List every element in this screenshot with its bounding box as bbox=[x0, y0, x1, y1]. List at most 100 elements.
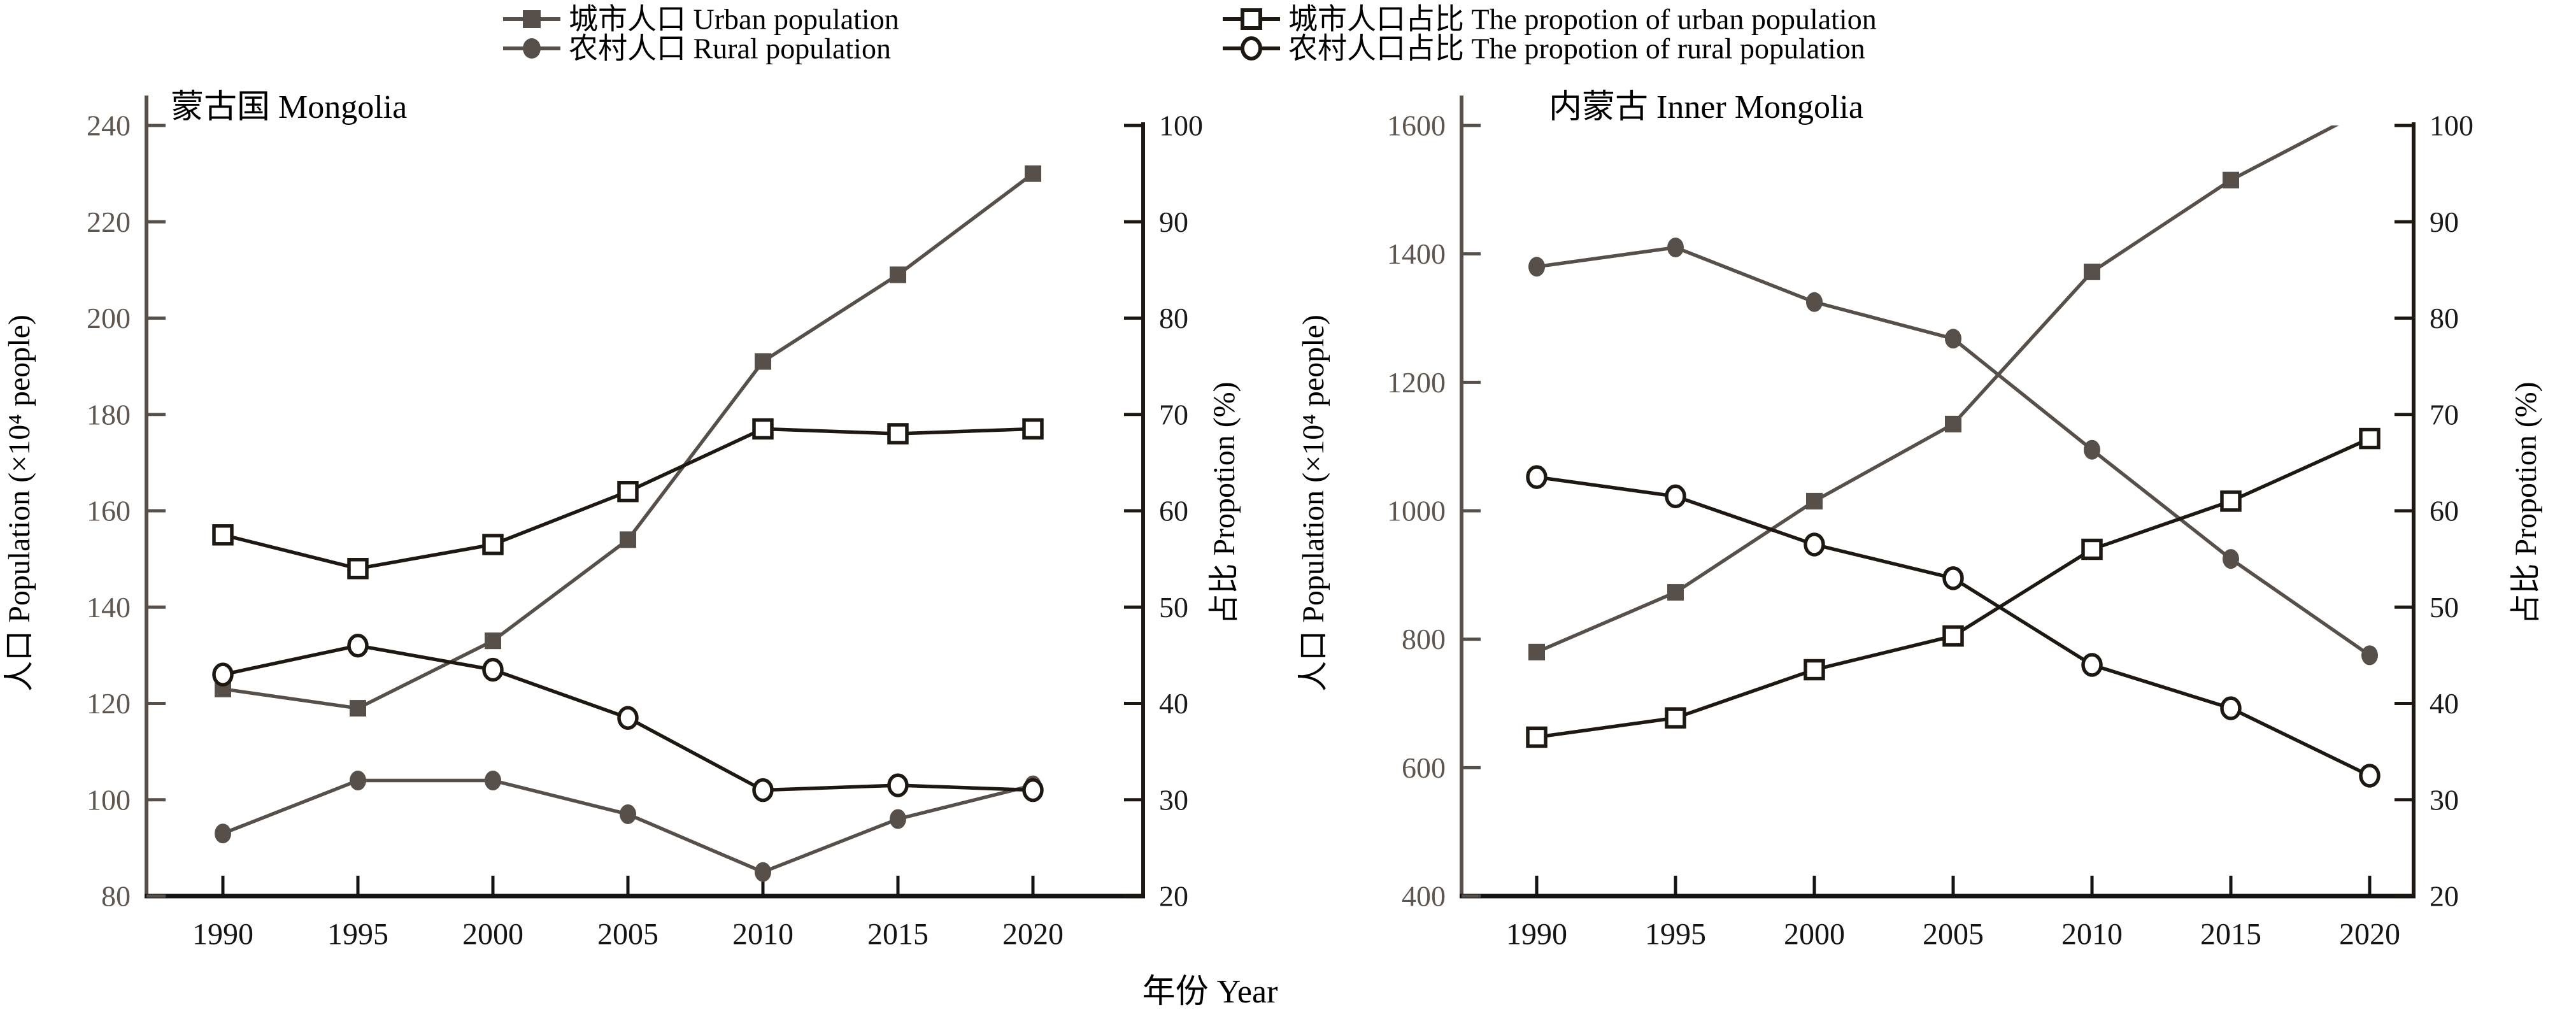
marker-open-circle-rural-pct bbox=[1665, 484, 1686, 509]
y-axis-title-population-left-chart: 人口 Population (×10⁴ people) bbox=[3, 315, 36, 692]
legend-open-circle-icon bbox=[1241, 36, 1262, 61]
legend: 城市人口 Urban population 农村人口 Rural populat… bbox=[503, 3, 1877, 65]
marker-open-circle-rural-pct bbox=[752, 778, 774, 802]
legend-open-square-icon bbox=[1241, 8, 1262, 30]
marker-open-square-urban-pct bbox=[1526, 726, 1548, 748]
marker-open-circle-rural-pct bbox=[347, 634, 369, 658]
legend-item-urban-proportion: 城市人口占比 The propotion of urban population bbox=[1223, 3, 1877, 36]
y-axis-left-tick-label: 1600 bbox=[1387, 110, 1446, 142]
marker-filled-square-urban-pop bbox=[1806, 492, 1823, 510]
marker-filled-circle-rural-pop bbox=[755, 862, 771, 882]
y-axis-left-tick-label: 1200 bbox=[1387, 366, 1446, 399]
x-axis-year-label: 2020 bbox=[1002, 918, 1064, 951]
marker-open-square-urban-pct bbox=[2359, 427, 2380, 450]
marker-filled-square-urban-pop bbox=[890, 266, 906, 283]
series-line-rural-pop bbox=[1536, 245, 2371, 657]
marker-filled-circle-rural-pop bbox=[350, 771, 366, 790]
marker-filled-circle-rural-pop bbox=[2084, 439, 2100, 460]
y-axis-right-tick-label: 50 bbox=[2430, 591, 2459, 624]
marker-open-square-urban-pct bbox=[482, 534, 504, 555]
marker-filled-circle-rural-pop bbox=[890, 809, 906, 829]
y-axis-left-tick-label: 1400 bbox=[1387, 238, 1446, 270]
marker-filled-circle-rural-pop bbox=[2361, 645, 2378, 666]
x-axis-year-label: 2000 bbox=[462, 918, 523, 951]
marker-open-circle-rural-pct bbox=[887, 773, 909, 797]
y-axis-right-tick-label: 20 bbox=[2430, 880, 2459, 913]
marker-filled-circle-rural-pop bbox=[1528, 257, 1545, 277]
marker-open-circle-rural-pct bbox=[1942, 566, 1964, 590]
marker-filled-circle-rural-pop bbox=[1945, 329, 1961, 349]
marker-filled-square-urban-pop bbox=[485, 632, 501, 650]
marker-filled-square-urban-pop bbox=[350, 700, 366, 717]
y-axis-left-tick-label: 600 bbox=[1402, 752, 1446, 784]
marker-filled-circle-rural-pop bbox=[620, 804, 636, 824]
marker-open-square-urban-pct bbox=[2081, 538, 2103, 560]
y-axis-right-tick-label: 80 bbox=[2430, 302, 2459, 334]
marker-filled-circle-rural-pop bbox=[215, 823, 231, 844]
x-axis-year-label: 1990 bbox=[1506, 918, 1567, 951]
marker-open-square-urban-pct bbox=[887, 423, 909, 445]
x-axis-year-label: 1995 bbox=[327, 918, 388, 951]
y-axis-right-tick-label: 40 bbox=[1159, 687, 1188, 720]
marker-open-square-urban-pct bbox=[212, 524, 234, 546]
marker-filled-circle-rural-pop bbox=[2223, 549, 2239, 569]
marker-open-circle-rural-pct bbox=[617, 706, 639, 730]
y-axis-title-proportion-right-chart: 占比 Propotion (%) bbox=[2509, 381, 2543, 624]
marker-filled-square-urban-pop bbox=[1945, 415, 1961, 432]
chart-inner-mongolia: 400 600 800 1000 1200 1400 1600 20 30 40 50 60 70 80 9… bbox=[1387, 96, 2473, 951]
y-axis-right-tick-label: 50 bbox=[1159, 591, 1188, 624]
x-axis-year-label: 1990 bbox=[192, 918, 253, 951]
y-axis-left-tick-label: 80 bbox=[101, 880, 131, 913]
y-axis-right-tick-label: 90 bbox=[1159, 206, 1188, 238]
y-axis-right-tick-label: 30 bbox=[1159, 783, 1188, 816]
x-axis-year-label: 1995 bbox=[1645, 918, 1706, 951]
y-axis-right-tick-label: 70 bbox=[2430, 398, 2459, 431]
y-axis-left-tick-label: 120 bbox=[87, 687, 131, 720]
y-axis-title-population-right-chart: 人口 Population (×10⁴ people) bbox=[1297, 315, 1330, 692]
marker-open-square-urban-pct bbox=[1665, 707, 1686, 729]
series-line-urban-pop bbox=[222, 172, 1034, 710]
x-axis-year-label: 2015 bbox=[2200, 918, 2261, 951]
y-axis-right-tick-label: 60 bbox=[1159, 495, 1188, 527]
marker-filled-square-urban-pop bbox=[2223, 171, 2239, 189]
y-axis-left-tick-label: 400 bbox=[1402, 880, 1446, 913]
x-axis-year-label: 2020 bbox=[2339, 918, 2400, 951]
marker-filled-square-urban-pop bbox=[1528, 643, 1545, 660]
marker-open-square-urban-pct bbox=[752, 418, 774, 440]
marker-open-square-urban-pct bbox=[1942, 625, 1964, 647]
series-group bbox=[1526, 125, 2380, 788]
x-axis-year-label: 2010 bbox=[732, 918, 793, 951]
marker-filled-square-urban-pop bbox=[1025, 165, 1041, 182]
y-axis-left-tick-label: 200 bbox=[87, 302, 131, 334]
y-axis-left-tick-label: 1000 bbox=[1387, 495, 1446, 527]
y-axis-left-tick-label: 100 bbox=[87, 783, 131, 816]
marker-open-circle-rural-pct bbox=[482, 657, 504, 682]
chart-title-mongolia: 蒙古国 Mongolia bbox=[171, 89, 407, 125]
marker-open-square-urban-pct bbox=[347, 558, 369, 580]
x-axis-year-label: 2015 bbox=[867, 918, 929, 951]
y-axis-right-tick-label: 70 bbox=[1159, 398, 1188, 431]
marker-filled-circle-rural-pop bbox=[485, 771, 501, 790]
y-axis-left-tick-label: 220 bbox=[87, 206, 131, 238]
marker-open-circle-rural-pct bbox=[1526, 465, 1548, 489]
legend-label-rural-pct: 农村人口占比 The propotion of rural population bbox=[1288, 32, 1865, 65]
marker-open-circle-rural-pct bbox=[2220, 696, 2242, 720]
y-axis-left-tick-label: 180 bbox=[87, 398, 131, 431]
marker-open-square-urban-pct bbox=[1804, 659, 1825, 681]
y-axis-right-tick-label: 90 bbox=[2430, 206, 2459, 238]
y-axis-left-tick-label: 160 bbox=[87, 495, 131, 527]
y-axis-left-tick-label: 800 bbox=[1402, 623, 1446, 655]
marker-filled-square-urban-pop bbox=[755, 353, 771, 370]
y-axis-right-tick-label: 30 bbox=[2430, 783, 2459, 816]
marker-filled-square-urban-pop bbox=[1667, 584, 1684, 601]
marker-open-circle-rural-pct bbox=[1804, 532, 1825, 557]
y-axis-right-tick-label: 60 bbox=[2430, 495, 2459, 527]
y-axis-right-tick-label: 80 bbox=[1159, 302, 1188, 334]
y-axis-right-tick-label: 40 bbox=[2430, 687, 2459, 720]
legend-filled-circle-icon bbox=[523, 38, 541, 59]
legend-filled-square-icon bbox=[523, 10, 541, 28]
marker-filled-square-urban-pop bbox=[620, 531, 636, 548]
y-axis-right-tick-label: 100 bbox=[1159, 110, 1203, 142]
